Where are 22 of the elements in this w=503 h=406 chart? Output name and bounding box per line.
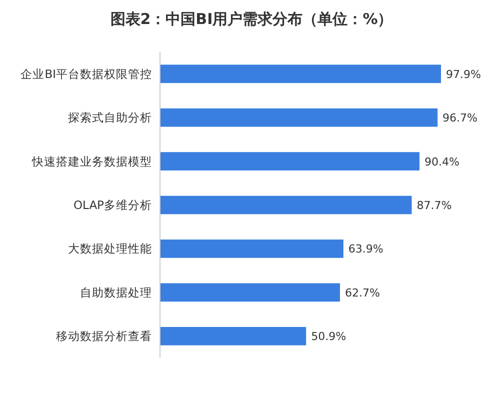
y-tick-label: 探索式自助分析: [68, 110, 152, 125]
data-label: 96.7%: [442, 112, 478, 125]
y-tick-label: 自助数据处理: [80, 285, 152, 300]
data-label: 63.9%: [348, 242, 384, 256]
y-tick-label: 移动数据分析查看: [56, 329, 152, 344]
y-tick-label: 企业BI平台数据权限管控: [20, 66, 152, 81]
data-label: 50.9%: [311, 330, 346, 344]
bar: [160, 152, 420, 170]
bar: [160, 196, 412, 214]
data-label: 87.7%: [416, 199, 452, 212]
y-tick-label: 大数据处理性能: [68, 242, 152, 256]
bar: [160, 64, 441, 84]
bar: [160, 108, 438, 127]
data-label: 97.9%: [446, 68, 481, 81]
data-label: 62.7%: [344, 286, 380, 300]
y-tick-label: OLAP多维分析: [73, 198, 152, 212]
bar: [160, 326, 306, 346]
y-tick-label: 快速搭建业务数据模型: [31, 154, 152, 168]
bar: [160, 283, 340, 302]
data-label: 90.4%: [424, 155, 460, 168]
bar: [160, 240, 344, 258]
chart-title: 图表2：中国BI用户需求分布（单位：%）: [110, 10, 393, 28]
